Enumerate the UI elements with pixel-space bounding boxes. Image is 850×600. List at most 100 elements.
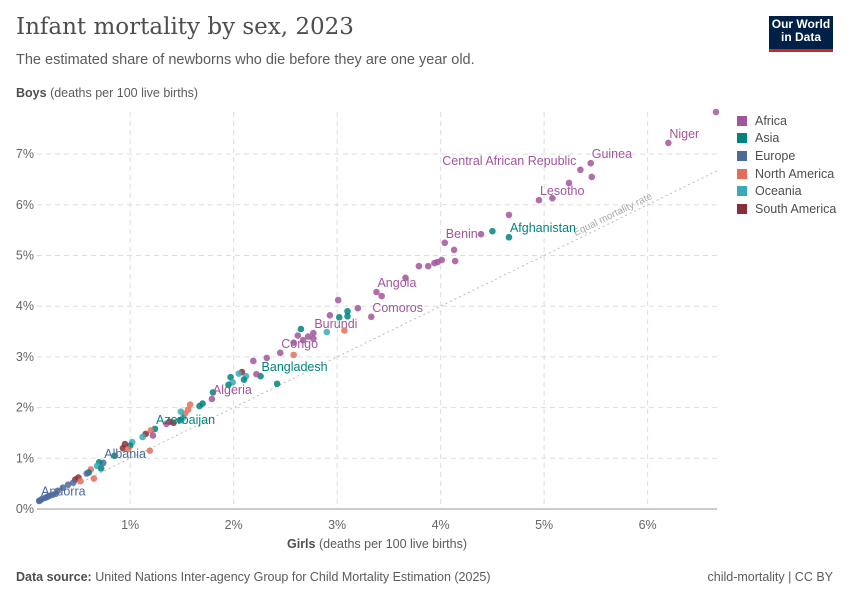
data-point [577,166,584,174]
legend-label: North America [755,166,835,181]
data-point [441,239,449,247]
data-point [170,419,177,427]
legend-item[interactable]: Europe [737,147,836,165]
chart-title: Infant mortality by sex, 2023 [16,14,354,40]
x-axis-label-unit: (deaths per 100 live births) [318,537,467,551]
x-tick-label: 5% [535,518,553,532]
point-label: Benin [446,227,478,241]
owid-logo[interactable]: Our World in Data [769,16,833,52]
legend-item[interactable]: Asia [737,130,836,148]
x-tick-label: 2% [225,518,243,532]
data-point [326,312,334,319]
data-point [290,339,297,346]
data-point [549,194,556,202]
data-point [712,108,720,116]
point-label: Bangladesh [262,360,328,374]
data-point [83,470,90,477]
legend-swatch [737,115,747,126]
legend-swatch [737,186,747,197]
data-point [431,259,438,267]
data-point [276,349,284,357]
legend-item[interactable]: Africa [737,112,836,130]
point-label: Albania [104,447,146,461]
data-point [565,179,573,187]
data-point [587,159,595,167]
data-point [176,416,184,424]
x-axis-label-bold: Girls [287,537,316,551]
legend-item[interactable]: Oceania [737,182,836,200]
legend-swatch [737,150,747,161]
data-point [147,427,155,434]
legend-label: Europe [755,148,796,163]
data-point [368,313,375,321]
data-point [294,332,302,339]
data-point [489,227,496,235]
data-point [477,230,485,238]
data-point [535,196,543,204]
data-point [354,304,362,312]
data-point [335,314,343,321]
x-tick-label: 4% [432,518,450,532]
point-label: Congo [281,337,318,351]
legend-swatch [737,168,747,179]
data-point [665,139,672,147]
data-point [208,395,216,403]
legend-label: Oceania [755,184,802,199]
legend-swatch [737,133,747,144]
data-point [196,402,203,410]
data-point [588,173,596,181]
y-tick-label: 2% [16,401,34,415]
y-tick-label: 1% [16,451,34,465]
data-point [64,481,72,488]
data-point [235,370,243,377]
data-point [505,233,513,241]
data-point [240,376,248,384]
legend-item[interactable]: South America [737,200,836,218]
point-label: Afghanistan [510,221,576,235]
data-point [505,211,513,219]
data-point [373,288,380,296]
license[interactable]: child-mortality | CC BY [707,570,834,584]
data-point [186,401,194,408]
data-point [273,380,281,388]
point-label: Niger [669,127,699,141]
y-tick-label: 3% [16,350,34,364]
data-point [124,445,132,453]
data-point [119,444,127,452]
y-axis-label: Boys (deaths per 100 live births) [16,86,198,100]
data-point [139,433,146,441]
x-axis-label: Girls (deaths per 100 live births) [287,537,467,551]
legend-item[interactable]: North America [737,165,836,183]
x-tick-label: 1% [121,518,139,532]
logo-text-1: Our World [771,17,831,31]
point-label: Central African Republic [442,154,576,168]
y-tick-label: 6% [16,198,34,212]
data-point [227,373,234,381]
legend-label: South America [755,201,837,216]
point-label: Burundi [314,317,357,331]
data-point [323,328,331,336]
data-point [402,274,409,282]
data-point [250,357,257,365]
logo-text-2: in Data [780,30,821,44]
point-label: Angola [377,276,416,290]
data-point [310,329,317,337]
data-point [451,257,459,265]
data-point [253,370,260,378]
data-point [35,497,43,505]
data-point [304,333,312,340]
legend: Africa Asia Europe North America Oceania Sout… [737,112,836,218]
data-point [290,351,297,359]
legend-label: Asia [755,131,780,146]
data-point [424,262,432,270]
data-point [177,408,185,415]
data-point [415,262,423,270]
point-label: Guinea [592,147,632,161]
data-point [341,327,348,334]
data-point [209,389,217,396]
source-text[interactable]: United Nations Inter-agency Group for Ch… [95,570,491,584]
data-source: Data source: United Nations Inter-agency… [16,570,491,584]
point-label: Algeria [213,383,252,397]
data-point [344,313,351,320]
